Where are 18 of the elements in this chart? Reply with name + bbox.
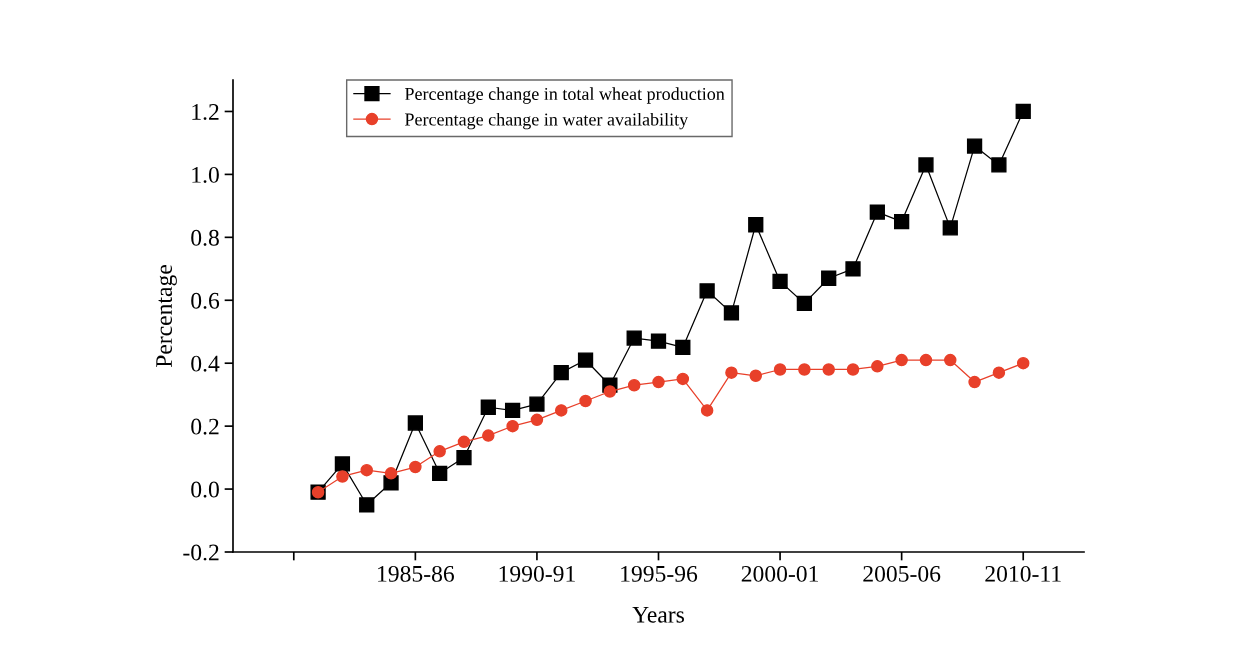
y-tick-label: 0.6 <box>191 292 220 309</box>
x-tick-label: 1985-86 <box>378 565 454 582</box>
x-tick-label: 2005-06 <box>863 565 941 582</box>
x-axis-title: Years <box>632 606 684 623</box>
y-tick-label: 0.8 <box>191 229 219 246</box>
x-tick-label: 1990-91 <box>499 565 575 582</box>
y-tick-label: 0.2 <box>191 418 219 435</box>
x-tick-label: 1995-96 <box>621 565 698 582</box>
x-tick-label: 2010-11 <box>985 565 1061 582</box>
x-tick-label: 2000-01 <box>741 565 818 582</box>
y-tick-label: 0.0 <box>191 481 219 498</box>
legend-label: Percentage change in water availability <box>404 112 689 130</box>
y-tick-label: 1.2 <box>192 104 219 120</box>
y-axis-title: Percentage <box>156 265 177 368</box>
y-tick-label: -0.2 <box>183 544 219 561</box>
y-tick-label: 1.0 <box>192 166 219 183</box>
legend-label: Percentage change in total wheat production <box>404 87 725 104</box>
y-tick-label: 0.4 <box>191 355 220 372</box>
